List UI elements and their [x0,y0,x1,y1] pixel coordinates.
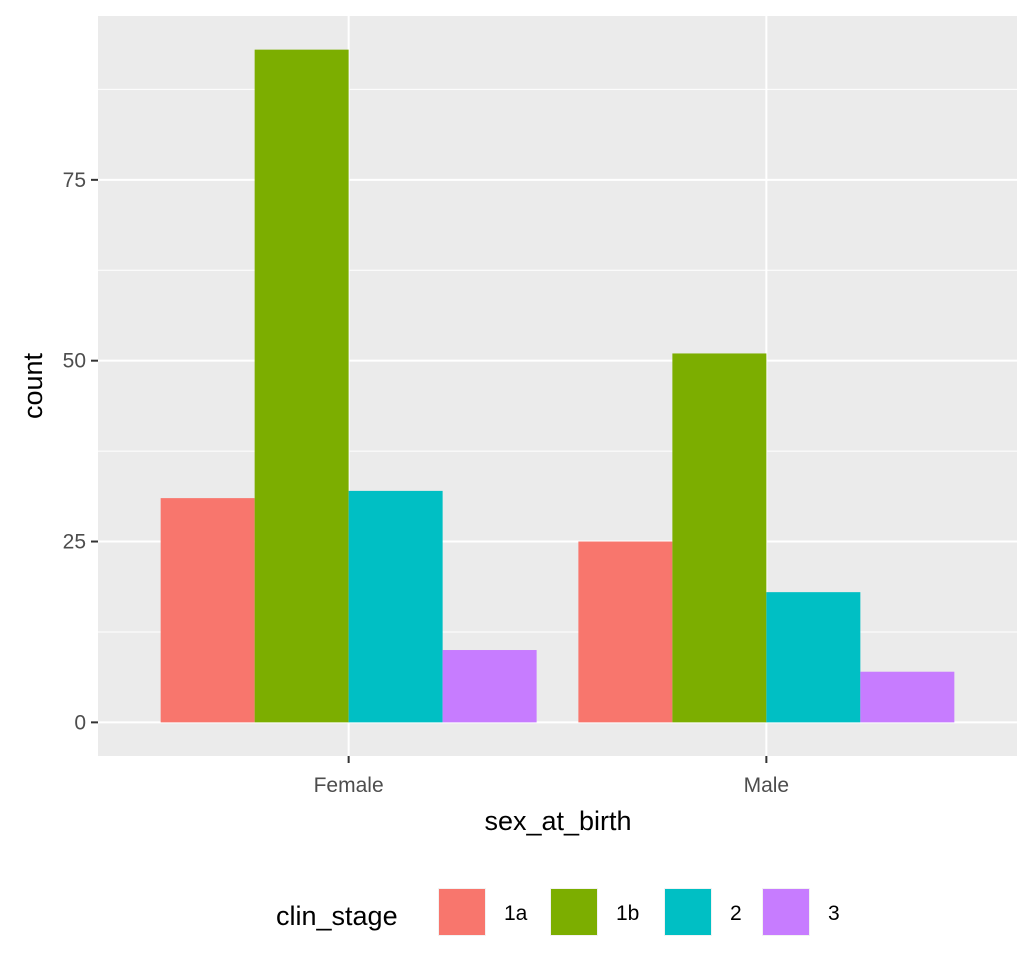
bar-1a-Male [578,541,673,723]
legend: clin_stage 1a 1b 2 3 [276,888,840,936]
legend-key-3 [763,889,809,935]
bar-1b-Female [254,49,349,723]
bar-3-Male [860,671,955,723]
bar-2-Female [348,490,443,723]
legend-label-3: 3 [828,902,840,925]
legend-label-1a: 1a [504,902,528,925]
y-axis: 0 25 50 75 [63,169,98,734]
bar-3-Female [442,650,537,723]
y-tick-label: 25 [63,531,86,554]
legend-key-1b [551,889,597,935]
bar-1b-Male [672,353,767,723]
x-axis: Female Male [314,756,790,797]
y-axis-title: count [18,352,48,419]
x-axis-title: sex_at_birth [484,806,631,836]
legend-key-2 [665,889,711,935]
x-tick-label: Male [744,774,790,797]
bar-2-Male [766,592,861,723]
y-tick-label: 0 [74,711,86,734]
legend-key-1a [439,889,485,935]
legend-label-1b: 1b [616,902,639,925]
bars [160,49,955,723]
legend-label-2: 2 [730,902,742,925]
y-tick-label: 75 [63,169,86,192]
y-tick-label: 50 [63,350,86,373]
x-tick-label: Female [314,774,384,797]
bar-1a-Female [160,498,255,723]
legend-title: clin_stage [276,901,398,931]
